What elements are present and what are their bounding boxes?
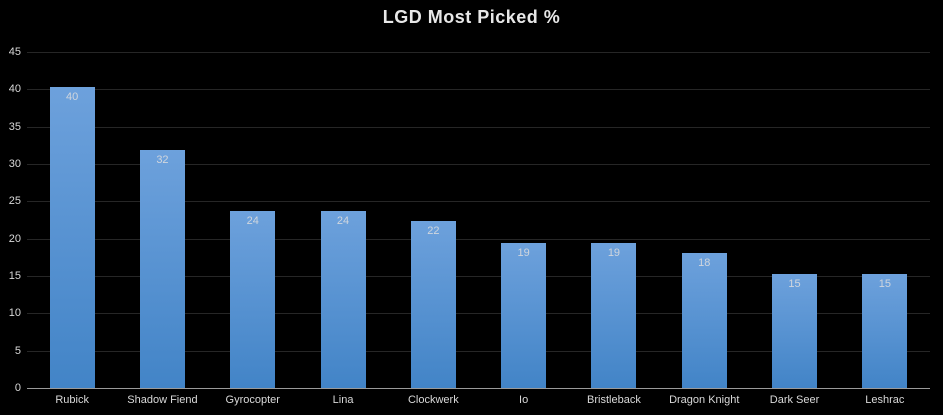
y-tick-label: 5 — [14, 344, 21, 357]
x-axis-label: Clockwerk — [407, 394, 459, 406]
x-axis-label: Gyrocopter — [225, 394, 280, 406]
x-axis-label: Dark Seer — [769, 394, 820, 406]
gridline — [27, 201, 930, 203]
x-axis-label: Leshrac — [865, 394, 905, 406]
bar-value-label: 15 — [788, 277, 801, 290]
bar-value-label: 15 — [878, 277, 891, 290]
bar-value-label: 24 — [336, 215, 350, 228]
y-tick-label: 15 — [8, 270, 21, 282]
y-tick-label: 30 — [8, 158, 21, 170]
bar-value-label: 24 — [246, 215, 259, 228]
bar-value-label: 32 — [156, 153, 169, 166]
gridline — [27, 350, 930, 352]
bar-value-label: 19 — [607, 247, 621, 260]
gridline — [27, 164, 930, 165]
y-tick-label: 20 — [8, 232, 21, 245]
bar-value-label: 19 — [517, 247, 530, 260]
y-tick-label: 45 — [8, 46, 21, 58]
x-axis-line — [27, 388, 930, 389]
x-axis-label: Io — [519, 394, 529, 406]
y-tick-label: 35 — [8, 120, 21, 133]
bar-value-label: 18 — [698, 256, 711, 269]
bar-value-label: 22 — [427, 224, 440, 237]
bar: 18 — [681, 252, 727, 388]
bar: 15 — [772, 273, 818, 388]
bar: 32 — [139, 149, 185, 388]
gridline — [27, 126, 930, 128]
gridline — [27, 238, 930, 240]
y-tick-label: 0 — [14, 382, 21, 394]
gridline — [27, 276, 930, 277]
y-tick-label: 40 — [8, 83, 21, 96]
gridline — [27, 52, 930, 53]
bar: 19 — [501, 243, 547, 388]
gridline — [27, 89, 930, 91]
bar: 19 — [591, 243, 637, 388]
bar: 24 — [230, 211, 276, 388]
y-tick-label: 10 — [8, 307, 21, 320]
bar: 40 — [49, 87, 95, 388]
chart-title: LGD Most Picked % — [382, 7, 561, 27]
bar-value-label: 40 — [66, 91, 79, 104]
bar: 24 — [320, 211, 366, 388]
bar: 15 — [862, 273, 908, 388]
y-tick-label: 25 — [8, 195, 21, 208]
bar: 22 — [410, 220, 456, 388]
x-axis-label: Rubick — [55, 394, 89, 406]
x-axis-label: Lina — [332, 394, 354, 406]
x-axis-label: Shadow Fiend — [127, 394, 198, 406]
x-axis-label: Dragon Knight — [669, 394, 740, 406]
x-axis-label: Bristleback — [587, 394, 641, 406]
gridline — [27, 313, 930, 315]
